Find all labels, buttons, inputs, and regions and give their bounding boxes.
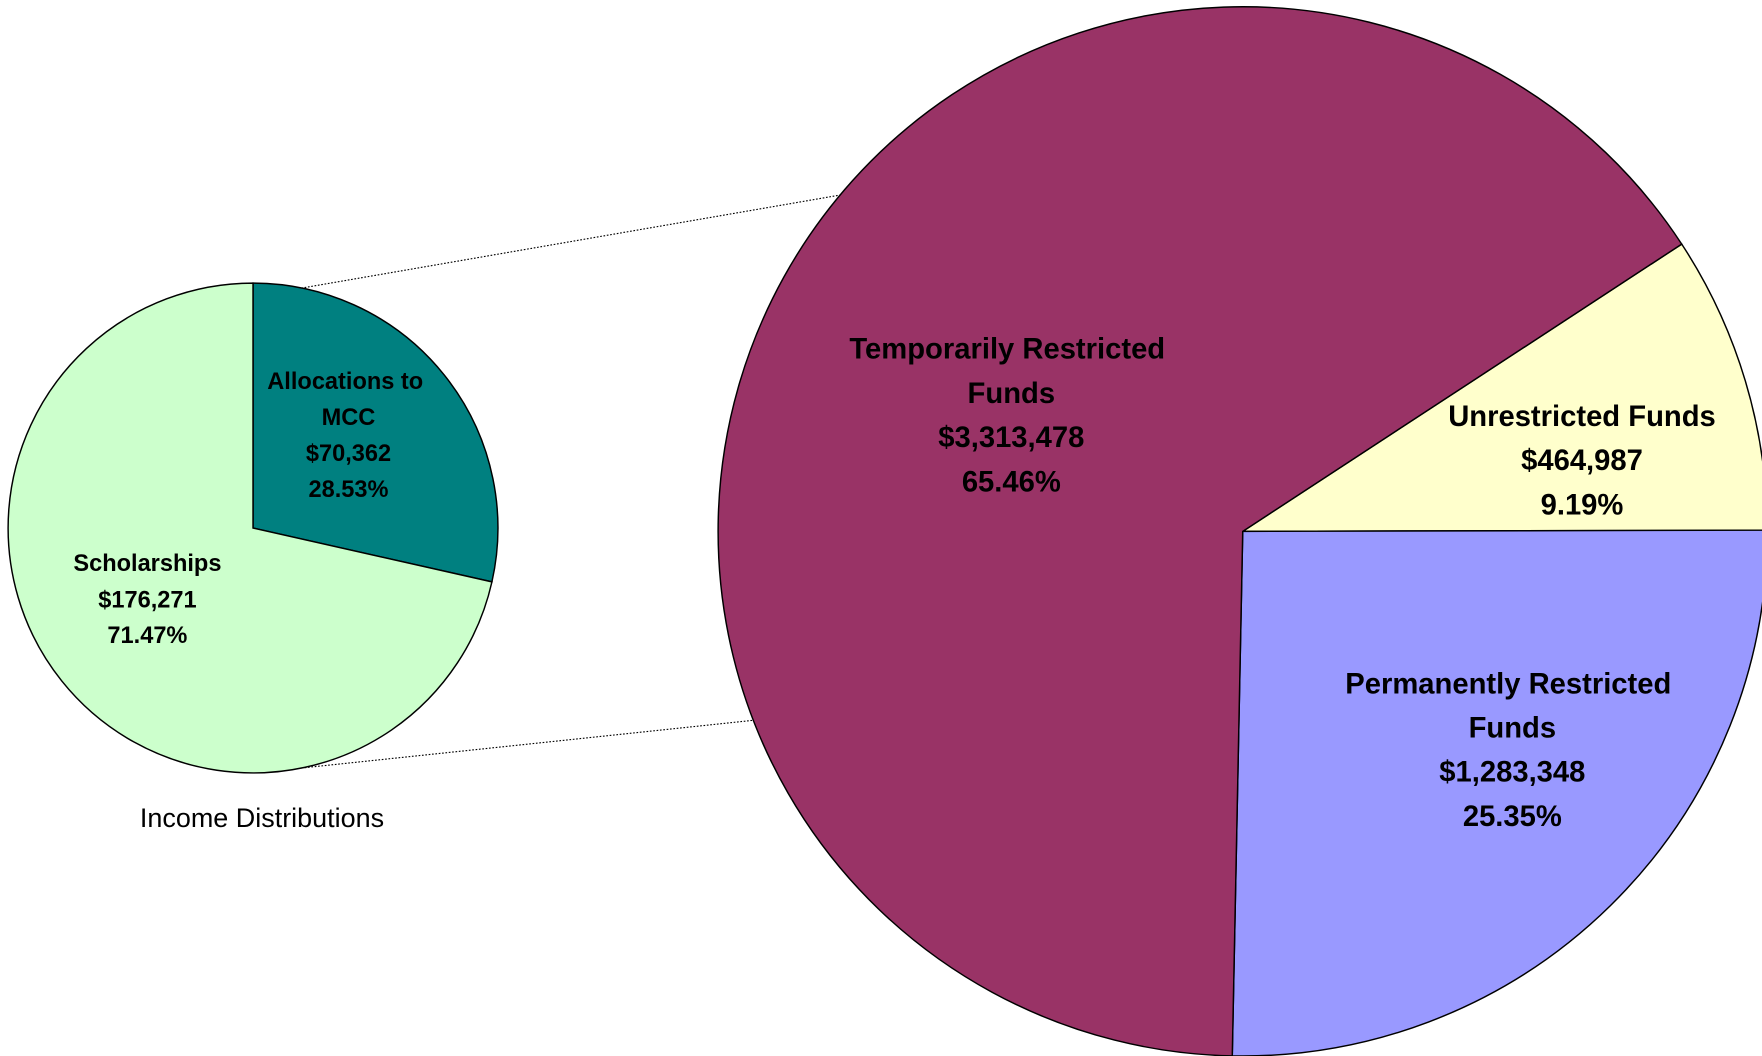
slice-label: Scholarships [73, 550, 221, 576]
pie-slice [252, 282, 499, 583]
connector-line [297, 192, 851, 290]
slice-label: Permanently Restricted Funds [1345, 668, 1679, 744]
slice-label: Allocations to MCC [267, 368, 429, 430]
slice-label: Temporarily Restricted Funds [849, 333, 1173, 409]
slice-value: $464,987 [1521, 445, 1643, 477]
slice-percent: 28.53% [309, 476, 389, 502]
slice-value: $176,271 [98, 586, 196, 612]
pie-slice [717, 6, 1683, 1056]
slice-label: Unrestricted Funds [1448, 401, 1716, 433]
slice-value: $3,313,478 [938, 422, 1084, 454]
slice-percent: 9.19% [1541, 489, 1624, 521]
connector-line [297, 719, 756, 769]
slice-value: $70,362 [306, 440, 391, 466]
slice-percent: 25.35% [1463, 801, 1562, 833]
slice-percent: 71.47% [107, 622, 187, 648]
pie-slice [1240, 243, 1762, 533]
slice-value: $1,283,348 [1439, 757, 1585, 789]
pie-slice [7, 282, 493, 774]
slice-percent: 65.46% [962, 466, 1061, 498]
pie-slice [1231, 529, 1762, 1056]
chart-title: Income Distributions [140, 803, 384, 833]
